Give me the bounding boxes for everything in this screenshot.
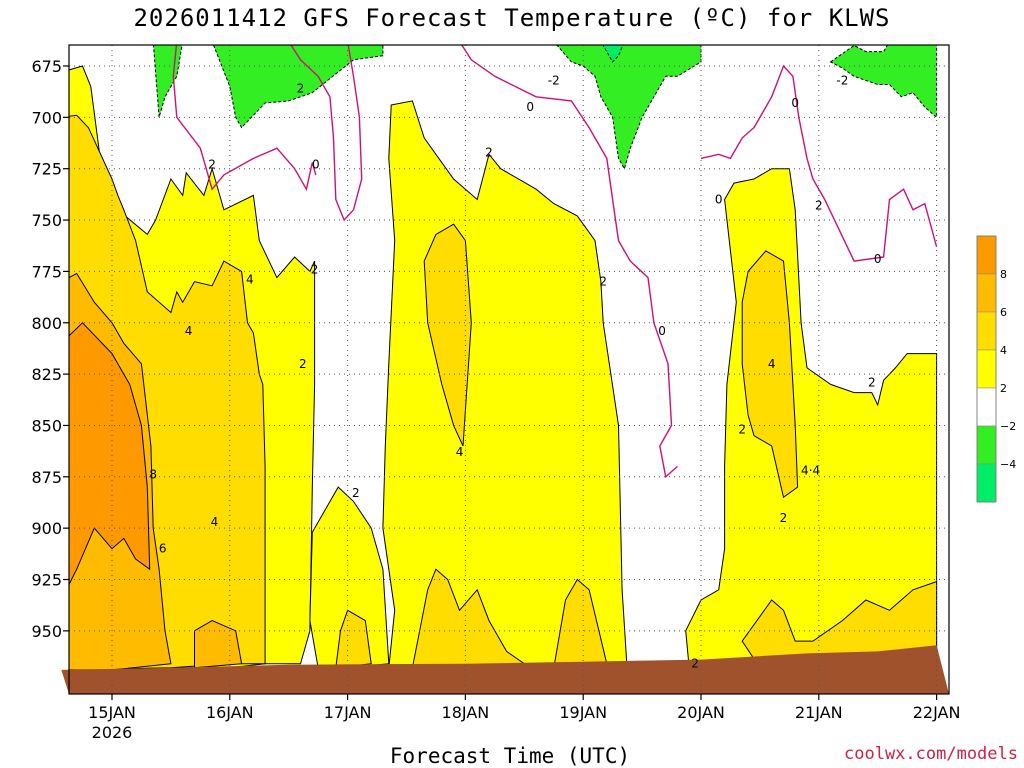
contour-label-3: 0 <box>526 100 534 114</box>
contour-label-4: 0 <box>791 96 799 110</box>
colorbar-label-0: 8 <box>1000 268 1007 281</box>
temperature-regions <box>69 45 938 671</box>
temperature-region-10 <box>335 609 372 669</box>
contour-label-2: -2 <box>836 73 848 87</box>
y-tick-label-700: 700 <box>31 108 62 127</box>
contour-label-11: 4 <box>246 273 254 287</box>
y-axis: 675 700 725 750 775 800 825 850 875 900 925 950 <box>31 57 69 641</box>
contour-label-12: 2 <box>311 262 319 276</box>
colorbar-bin-3 <box>976 349 997 389</box>
contour-label-24: 2 <box>780 511 788 525</box>
contour-label-16: 2 <box>299 357 307 371</box>
y-tick-label-675: 675 <box>31 57 62 76</box>
x-tick-label-17JAN: 17JAN <box>324 703 372 722</box>
contour-label-25: 4 <box>211 515 219 529</box>
colorbar-label-5: −4 <box>1000 458 1016 471</box>
colorbar-bin-2 <box>976 311 997 351</box>
plot-frame <box>68 44 950 695</box>
colorbar-bin-0 <box>976 235 997 275</box>
ground-fill <box>61 645 950 694</box>
x-tick-label-20JAN: 20JAN <box>677 703 725 722</box>
ground-surface <box>61 645 950 694</box>
contour-label-9: 2 <box>815 199 823 213</box>
contour-label-10: 0 <box>874 252 882 266</box>
y-tick-label-875: 875 <box>31 468 62 487</box>
contour-label-27: 2 <box>691 657 699 671</box>
colorbar-label-4: −2 <box>1000 420 1016 433</box>
x-tick-label-19JAN: 19JAN <box>559 703 607 722</box>
zero-contour-2 <box>460 45 678 479</box>
contour-label-15: 0 <box>658 324 666 338</box>
y-tick-label-850: 850 <box>31 416 62 435</box>
temperature-region-16 <box>556 45 702 170</box>
credit-text: coolwx.com/models <box>844 744 1018 764</box>
x-tick-label-15JAN: 15JAN <box>88 703 136 722</box>
zero-contour-0 <box>172 45 317 192</box>
contour-label-7: 0 <box>312 158 320 172</box>
contour-label-13: 2 <box>599 275 607 289</box>
colorbar-frame <box>976 235 997 503</box>
contour-label-14: 4 <box>185 324 193 338</box>
contour-label-0: 2 <box>297 82 305 96</box>
colorbar-label-1: 6 <box>1000 306 1007 319</box>
contour-label-22: 4·4 <box>801 464 820 478</box>
contour-label-17: 4 <box>768 357 776 371</box>
y-tick-label-750: 750 <box>31 211 62 230</box>
x-axis-title: Forecast Time (UTC) <box>389 744 631 768</box>
temperature-region-18 <box>602 45 624 63</box>
temperature-region-8 <box>553 578 608 669</box>
y-tick-label-800: 800 <box>31 314 62 333</box>
temperature-region-13 <box>69 322 151 586</box>
contour-label-5: 2 <box>485 145 493 159</box>
contour-label-18: 2 <box>868 375 876 389</box>
contour-label-19: 2 <box>738 423 746 437</box>
plot-border <box>68 44 950 695</box>
contour-label-20: 4 <box>456 445 464 459</box>
contour-label-1: -2 <box>548 73 560 87</box>
temperature-region-17 <box>829 45 938 119</box>
contour-label-6: 2 <box>208 158 216 172</box>
contour-label-26: 6 <box>159 542 167 556</box>
colorbar-bin-5 <box>976 425 997 465</box>
y-tick-label-775: 775 <box>31 262 62 281</box>
x-tick-label-16JAN: 16JAN <box>206 703 254 722</box>
x-tick-sublabel: 2026 <box>92 723 133 742</box>
color-legend: 8 6 4 2 −2 −4 <box>976 235 1016 503</box>
colorbar-bin-4 <box>976 387 997 427</box>
colorbar-label-3: 2 <box>1000 382 1007 395</box>
grid-lines <box>69 45 949 694</box>
y-tick-label-925: 925 <box>31 571 62 590</box>
temperature-region-2 <box>309 486 390 669</box>
contour-label-8: 0 <box>715 193 723 207</box>
temperature-region-5 <box>423 223 472 447</box>
colorbar-bin-1 <box>976 273 997 313</box>
x-tick-label-21JAN: 21JAN <box>795 703 843 722</box>
y-tick-label-900: 900 <box>31 519 62 538</box>
contour-label-21: 8 <box>149 468 157 482</box>
contour-label-23: 2 <box>352 486 360 500</box>
colorbar-bin-6 <box>976 463 997 503</box>
chart-title: 2026011412 GFS Forecast Temperature (ºC)… <box>133 4 891 32</box>
y-tick-label-725: 725 <box>31 160 62 179</box>
x-tick-label-22JAN: 22JAN <box>913 703 961 722</box>
x-tick-label-18JAN: 18JAN <box>442 703 490 722</box>
contour-labels: 2 -2 -2 0 0 2 2 0 0 2 0 4 2 2 4 0 2 4 2 2 4 8 4·4 2 2 4 6 2 <box>149 73 881 670</box>
y-tick-label-825: 825 <box>31 365 62 384</box>
y-tick-label-950: 950 <box>31 622 62 641</box>
colorbar-label-2: 4 <box>1000 344 1007 357</box>
temperature-region-15 <box>212 45 384 129</box>
zero-contour-1 <box>290 45 363 222</box>
